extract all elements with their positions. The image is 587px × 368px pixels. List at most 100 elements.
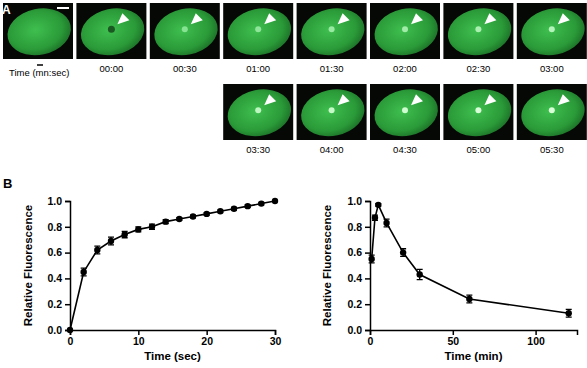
error-bar xyxy=(81,268,87,276)
y-axis-title: Relative Fluorescence xyxy=(22,205,34,326)
marker xyxy=(149,224,155,230)
tick-label: 0.8 xyxy=(347,221,362,233)
tick-mark xyxy=(453,330,455,335)
arrowhead xyxy=(411,94,423,105)
tick-mark xyxy=(365,304,370,306)
damage-spot xyxy=(475,107,481,113)
tick-label: 0.6 xyxy=(347,246,362,258)
tick: 10 xyxy=(133,330,145,347)
arrowhead xyxy=(264,13,276,24)
time-label: 01:30 xyxy=(320,63,344,74)
damage-spot xyxy=(329,107,335,113)
micrograph xyxy=(223,84,295,142)
error-bar xyxy=(122,231,128,237)
damage-spot xyxy=(108,26,115,33)
damage-spot xyxy=(255,26,261,32)
error-bar xyxy=(135,227,141,232)
nucleus xyxy=(297,3,369,61)
arrowhead xyxy=(558,13,570,24)
nucleus xyxy=(444,3,516,61)
micrograph xyxy=(223,3,295,61)
chart: 0501000.00.20.40.60.81.0Time (min)Relati… xyxy=(321,195,578,362)
micrograph xyxy=(443,84,515,142)
x-axis-title: Time (min) xyxy=(445,350,503,362)
tick-mark xyxy=(365,201,370,203)
panel-label: B xyxy=(3,176,12,191)
time-label: 05:00 xyxy=(467,144,491,155)
tick: 0.8 xyxy=(347,221,370,233)
time-label: 02:00 xyxy=(393,63,417,74)
tick: 1.0 xyxy=(347,195,370,207)
tick-label: 10 xyxy=(133,335,145,347)
arrowhead xyxy=(191,13,203,24)
marker xyxy=(108,238,114,244)
axis-line xyxy=(71,331,276,336)
tick: 50 xyxy=(447,330,459,347)
time-label: 04:00 xyxy=(320,144,344,155)
series-line xyxy=(372,205,569,313)
plot-area xyxy=(368,202,571,317)
tick: 20 xyxy=(201,330,213,347)
marker xyxy=(190,213,196,219)
tick-label: 50 xyxy=(447,335,459,347)
damage-spot xyxy=(402,26,408,32)
tick: 30 xyxy=(270,330,282,347)
marker xyxy=(80,269,86,275)
time-label: 00:30 xyxy=(173,63,197,74)
error-bar xyxy=(149,224,155,229)
tick-label: 0 xyxy=(368,335,374,347)
marker xyxy=(416,271,422,277)
tick: 100 xyxy=(527,330,545,347)
chart: 01020300.00.20.40.60.81.0Time (sec)Relat… xyxy=(22,195,281,362)
marker xyxy=(121,231,127,237)
marker xyxy=(217,208,223,214)
tick-mark xyxy=(65,304,70,306)
tick: 0.0 xyxy=(347,324,370,336)
damage-spot xyxy=(402,107,408,113)
tick-mark xyxy=(65,278,70,280)
panel-label: A xyxy=(2,3,11,17)
tick: 1.0 xyxy=(47,195,70,207)
tick-mark xyxy=(65,201,70,203)
micrograph xyxy=(443,3,515,61)
tick-label: 100 xyxy=(527,335,545,347)
nucleus xyxy=(3,3,75,61)
series-line xyxy=(70,201,275,330)
tick: 0.4 xyxy=(347,272,370,284)
marker xyxy=(135,226,141,232)
x-axis: 0 50 100 xyxy=(368,330,578,347)
nucleus xyxy=(77,3,149,61)
plot-area xyxy=(67,198,278,333)
time-label: 01:00 xyxy=(246,63,270,74)
axis-line xyxy=(371,331,578,336)
marker xyxy=(383,220,389,226)
marker xyxy=(400,249,406,255)
tick: 0.6 xyxy=(47,246,70,258)
marker xyxy=(94,247,100,253)
tick: 0.0 xyxy=(47,324,70,336)
marker xyxy=(375,202,381,208)
tick-label: 0.6 xyxy=(47,246,62,258)
tick-label: 0.8 xyxy=(47,221,62,233)
micrograph xyxy=(150,3,222,61)
arrowhead xyxy=(484,13,496,24)
tick-label: 20 xyxy=(201,335,213,347)
tick-mark xyxy=(206,330,208,335)
arrowhead xyxy=(484,94,496,105)
time-label: 04:30 xyxy=(393,144,417,155)
tick-mark xyxy=(535,330,537,335)
time-label: 03:00 xyxy=(540,63,564,74)
arrowhead xyxy=(558,94,570,105)
tick-mark xyxy=(365,252,370,254)
tick-label: 0.4 xyxy=(347,272,362,284)
arrowhead xyxy=(411,13,423,24)
micrograph xyxy=(76,3,148,61)
marker xyxy=(176,216,182,222)
damage-spot xyxy=(475,26,481,32)
tick-mark xyxy=(275,330,277,335)
tick: 0.8 xyxy=(47,221,70,233)
nucleus xyxy=(370,84,442,142)
x-axis: 0102030 xyxy=(68,330,282,347)
error-bar xyxy=(566,309,572,317)
axis-line xyxy=(365,202,371,331)
